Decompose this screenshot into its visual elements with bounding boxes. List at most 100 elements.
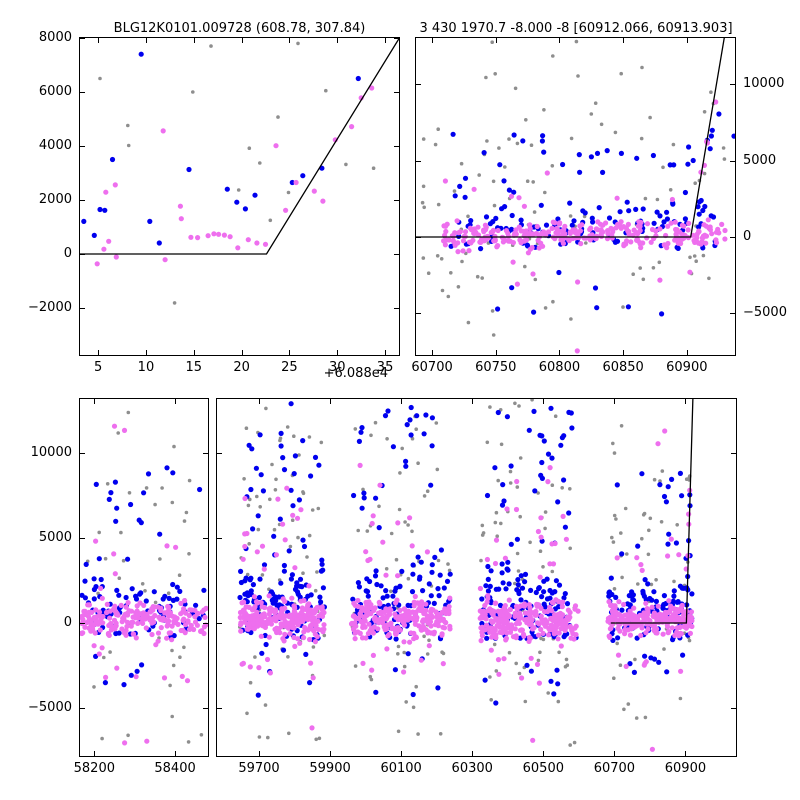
scatter-point-magenta [502,555,508,561]
scatter-point-blue [702,203,708,210]
scatter-point-gray [640,536,644,541]
scatter-point-gray [436,558,441,563]
scatter-point-magenta [130,631,136,637]
scatter-point-blue [356,438,362,444]
y-tick-label: 10000 [743,76,785,92]
scatter-point-gray [485,440,490,445]
scatter-point-magenta [423,627,429,633]
scatter-point-blue [499,570,505,576]
scatter-point-magenta [96,609,103,615]
scatter-point-magenta [282,631,288,638]
scatter-point-magenta [124,623,130,630]
scatter-point-gray [543,510,548,514]
scatter-point-gray [687,638,692,643]
scatter-point-magenta [242,543,248,550]
scatter-point-blue [404,422,410,428]
scatter-point-magenta [644,235,650,241]
scatter-point-gray [144,486,149,490]
scatter-point-magenta [631,605,637,611]
scatter-point-blue [485,588,491,594]
scatter-point-magenta [118,602,124,609]
scatter-point-magenta [301,629,307,635]
scatter-point-magenta [169,637,175,643]
panel-frame [216,398,737,757]
scatter-point-magenta [475,232,482,238]
scatter-point-magenta [308,623,314,629]
scatter-point-gray [178,655,182,659]
scatter-point-gray [256,527,261,532]
x-tick-label: 5 [93,360,103,375]
scatter-point-gray [313,588,318,593]
scatter-point-blue [312,454,319,460]
scatter-point-blue [654,209,660,215]
scatter-point-magenta [613,225,619,231]
scatter-point-blue [522,571,529,578]
scatter-point-magenta [452,242,458,248]
scatter-point-gray [368,674,373,679]
scatter-point-blue [645,581,651,587]
panel-frame [415,37,736,356]
scatter-point-gray [621,305,625,309]
x-tick-label: 58400 [154,761,196,776]
scatter-point-blue [680,652,686,658]
scatter-point-magenta [713,229,720,235]
scatter-point-gray [285,425,290,429]
scatter-point-blue [679,493,685,499]
scatter-point-gray [406,576,411,581]
scatter-point-gray [369,433,373,438]
scatter-point-magenta [446,237,452,243]
scatter-point-magenta [411,630,417,636]
scatter-point-magenta [273,607,279,613]
scatter-point-magenta [280,521,286,527]
scatter-point-blue [201,587,207,593]
scatter-point-blue [707,146,713,152]
y-tick-label: 5000 [38,529,72,545]
scatter-point-gray [721,146,726,150]
scatter-point-magenta [478,638,484,644]
scatter-point-magenta [513,506,520,513]
scatter-point-gray [126,123,130,128]
scatter-point-magenta [440,624,446,630]
scatter-point-blue [548,405,554,411]
scatter-point-gray [523,264,527,269]
scatter-point-blue [224,186,230,192]
scatter-point-blue [98,576,104,583]
scatter-point-magenta [365,630,371,637]
scatter-point-magenta [530,737,536,743]
scatter-point-blue [670,637,676,643]
scatter-point-magenta [295,622,301,628]
scatter-point-blue [549,455,555,461]
scatter-point-blue [307,680,313,686]
scatter-point-magenta [266,593,272,599]
scatter-point-magenta [282,598,288,605]
scatter-point-magenta [644,615,650,621]
scatter-point-blue [564,601,571,607]
scatter-point-gray [557,650,561,655]
scatter-point-magenta [238,622,244,628]
scatter-point-magenta [295,636,301,642]
scatter-point-blue [566,510,572,516]
scatter-point-magenta [477,608,483,614]
scatter-point-magenta [678,668,684,674]
scatter-point-gray [531,180,535,184]
scatter-point-blue [499,502,506,508]
scatter-point-gray [661,165,665,170]
scatter-point-gray [160,486,164,490]
scatter-point-magenta [181,616,187,622]
scatter-point-blue [519,585,526,591]
scatter-point-gray [652,477,657,482]
scatter-point-blue [429,415,435,421]
scatter-point-magenta [182,598,188,604]
scatter-point-magenta [121,427,128,433]
scatter-point-blue [671,588,677,594]
scatter-point-magenta [283,207,289,213]
scatter-point-blue [432,554,438,561]
scatter-point-gray [631,272,635,277]
scatter-point-gray [353,664,358,668]
panel-top-left [79,37,400,305]
scatter-point-magenta [268,616,274,622]
scatter-point-blue [661,493,668,500]
scatter-point-magenta [447,626,453,632]
scatter-point-gray [490,40,495,44]
scatter-point-magenta [266,634,272,640]
